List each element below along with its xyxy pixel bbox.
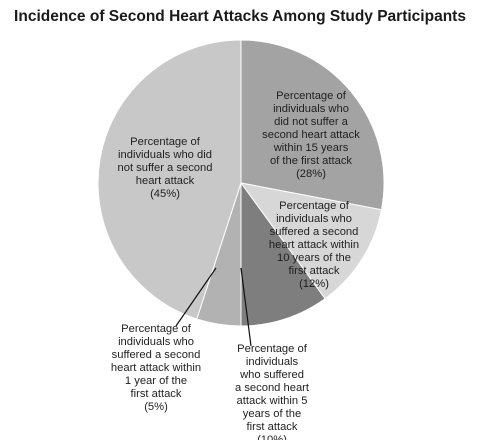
- slice-label-line: did not suffer a: [274, 116, 349, 128]
- pie-slice: [97, 39, 242, 320]
- slice-label-line: Percentage of: [276, 90, 347, 102]
- slice-label-line: (12%): [299, 278, 329, 290]
- pie-slice: [240, 39, 385, 211]
- slice-label-line: first attack: [131, 388, 182, 400]
- slice-label-line: 10 years of the: [277, 252, 351, 264]
- slice-label-line: first attack: [247, 421, 298, 433]
- slice-label-line: attack within 5: [237, 395, 308, 407]
- chart-title: Incidence of Second Heart Attacks Among …: [14, 8, 466, 25]
- slice-label-line: individuals who: [118, 336, 194, 348]
- slice-label-line: (5%): [144, 401, 168, 413]
- leader-line: [240, 267, 252, 347]
- slice-label-line: a second heart: [235, 382, 310, 394]
- slice-label: Percentage of individuals who suffered a s…: [111, 323, 201, 413]
- pie-slice: [240, 181, 326, 327]
- leader-line: [175, 267, 217, 327]
- slice-label-line: second heart attack: [262, 129, 360, 141]
- slice-label-line: who suffered: [239, 369, 304, 381]
- slice-label-line: (28%): [296, 168, 326, 180]
- slice-label: Percentage of individuals who suffered a se…: [235, 343, 310, 440]
- slice-label-line: years of the: [243, 408, 301, 420]
- slice-label-line: individuals who: [273, 103, 349, 115]
- slice-label-line: within 15 years: [273, 142, 349, 154]
- slice-label-line: heart attack within: [111, 362, 201, 374]
- pie-slice: [239, 182, 383, 300]
- slice-label: Percentage of individuals who suffered a s…: [269, 200, 359, 290]
- slice-label-line: (45%): [150, 188, 180, 200]
- slice-label-line: Percentage of: [130, 136, 201, 148]
- slice-label-line: Percentage of: [237, 343, 308, 355]
- slice-label-line: heart attack within: [269, 239, 359, 251]
- slice-label-line: heart attack: [136, 175, 195, 187]
- slice-label: Percentage of individuals who did not suff…: [262, 90, 360, 180]
- slice-label-line: suffered a second: [270, 226, 359, 238]
- slice-label-line: individuals who: [276, 213, 352, 225]
- slice-label-line: not suffer a second: [118, 162, 213, 174]
- slice-label-line: Percentage of: [279, 200, 350, 212]
- slice-label-line: individuals who did: [118, 149, 212, 161]
- slice-label-line: of the first attack: [270, 155, 352, 167]
- slice-label-line: individuals: [246, 356, 299, 368]
- slice-label: Percentage of individuals who did not suff…: [118, 136, 213, 200]
- slice-label-line: first attack: [289, 265, 340, 277]
- slice-label-line: 1 year of the: [125, 375, 187, 387]
- slice-label-line: suffered a second: [112, 349, 201, 361]
- slice-label-line: (10%): [257, 434, 287, 440]
- slice-label-line: Percentage of: [121, 323, 192, 335]
